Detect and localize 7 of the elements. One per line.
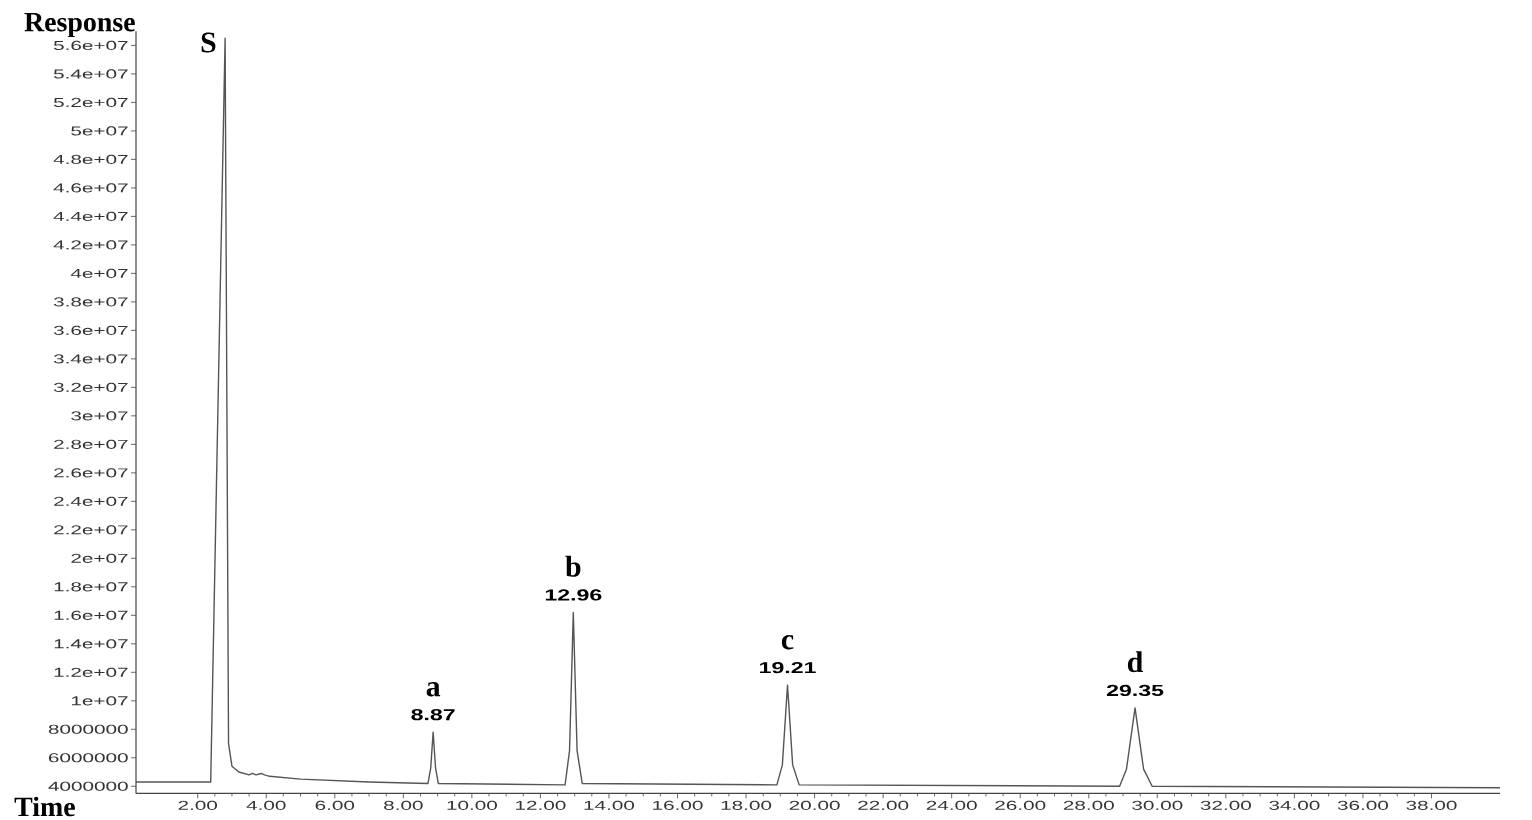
annotation: d (1127, 651, 1143, 673)
y-axis-title: Response (24, 12, 135, 38)
annotation: a (426, 682, 441, 697)
annotation: b (565, 555, 581, 577)
annotation: S (201, 32, 216, 53)
x-axis-title: Time (14, 796, 75, 817)
annotation: c (781, 635, 794, 650)
